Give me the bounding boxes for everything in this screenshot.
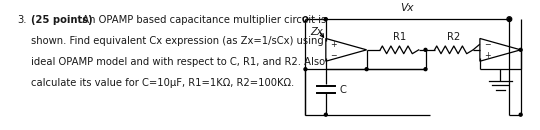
Text: Vx: Vx — [401, 3, 414, 13]
Text: 3.: 3. — [17, 15, 27, 25]
Text: −: − — [330, 51, 337, 60]
Text: Zx: Zx — [310, 27, 323, 37]
Circle shape — [424, 68, 427, 71]
Text: −: − — [484, 40, 491, 49]
Text: ideal OPAMP model and with respect to C, R1, and R2. Also: ideal OPAMP model and with respect to C,… — [31, 57, 325, 67]
Text: (25 points): (25 points) — [31, 15, 92, 25]
Circle shape — [304, 68, 307, 71]
Circle shape — [424, 48, 427, 51]
Text: R2: R2 — [447, 32, 461, 42]
Text: R1: R1 — [393, 32, 406, 42]
Text: shown. Find equivalent Cx expression (as Zx=1/sCx) using: shown. Find equivalent Cx expression (as… — [31, 36, 323, 46]
Text: calculate its value for C=10μF, R1=1KΩ, R2=100KΩ.: calculate its value for C=10μF, R1=1KΩ, … — [31, 79, 294, 89]
Circle shape — [508, 18, 511, 21]
Circle shape — [519, 113, 522, 116]
Text: +: + — [330, 40, 337, 49]
Circle shape — [365, 68, 368, 71]
Text: An OPAMP based capacitance multiplier circuit is: An OPAMP based capacitance multiplier ci… — [76, 15, 327, 25]
Text: C: C — [340, 85, 346, 95]
Circle shape — [519, 48, 522, 51]
Circle shape — [325, 113, 327, 116]
Circle shape — [325, 18, 327, 21]
Text: +: + — [484, 51, 491, 60]
